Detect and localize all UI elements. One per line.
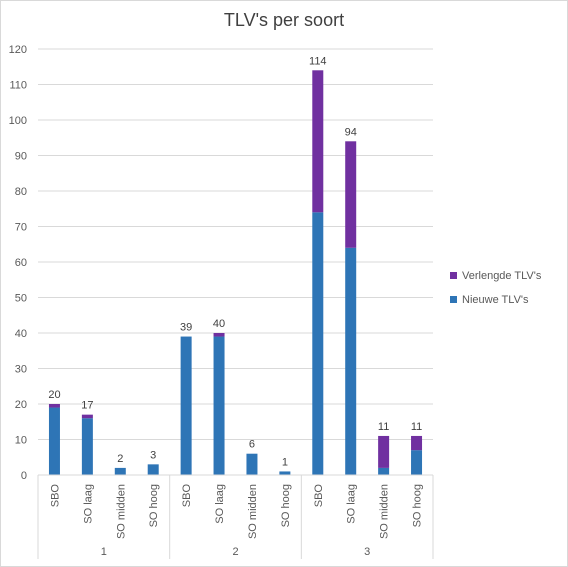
y-tick-label: 90 [15, 151, 27, 163]
data-label: 3 [150, 449, 156, 461]
bar-segment [81, 418, 93, 475]
x-category-label: SO laag [82, 484, 94, 524]
bar-segment [411, 435, 423, 451]
y-tick-label: 80 [15, 186, 27, 198]
x-category-label: SBO [181, 484, 193, 508]
x-category-label: SO laag [346, 484, 358, 524]
data-label: 40 [213, 318, 225, 330]
x-category-label: SO hoog [412, 484, 424, 527]
legend: Verlengde TLV's Nieuwe TLV's [450, 270, 542, 306]
x-group-label: 3 [364, 546, 370, 558]
x-axis: SBO SO laag SO midden SO hoog SBO SO laag SO m… [37, 474, 434, 559]
y-tick-label: 60 [15, 257, 27, 269]
y-tick-label: 50 [15, 293, 27, 305]
data-label: 1 [282, 456, 288, 468]
y-tick-label: 110 [9, 80, 27, 92]
data-label: 6 [249, 439, 255, 451]
y-tick-label: 70 [15, 222, 27, 234]
data-label: 20 [48, 389, 60, 401]
y-tick-label: 20 [15, 399, 27, 411]
y-tick-label: 10 [15, 435, 27, 447]
bar-segment [246, 453, 258, 475]
x-group-label: 1 [101, 546, 107, 558]
bar-segment [48, 404, 60, 408]
x-category-label: SO midden [379, 484, 391, 539]
legend-label: Nieuwe TLV's [462, 294, 529, 306]
bar-segment [345, 141, 357, 248]
bar-segment [213, 333, 225, 337]
bar-segment [279, 471, 291, 475]
bar-segment [213, 336, 225, 475]
bars [48, 70, 423, 476]
data-label: 17 [81, 400, 93, 412]
y-axis-ticks: 0 10 20 30 40 50 60 70 80 90 100 110 120 [9, 44, 27, 482]
x-category-label: SO midden [115, 484, 127, 539]
chart-title: TLV's per soort [223, 10, 345, 30]
bar-segment [180, 336, 192, 475]
data-labels: 20 17 2 3 39 40 6 1 114 94 11 11 [48, 55, 422, 468]
bar-segment [147, 464, 159, 475]
bar-segment [48, 407, 60, 475]
x-category-label: SBO [49, 484, 61, 508]
bar-segment [114, 467, 126, 475]
y-tick-label: 40 [15, 328, 27, 340]
y-tick-label: 100 [9, 115, 27, 127]
bar-segment [81, 414, 93, 419]
legend-swatch [450, 296, 457, 303]
legend-swatch [450, 272, 457, 279]
y-tick-label: 120 [9, 44, 27, 56]
data-label: 94 [345, 126, 357, 138]
gridlines [38, 48, 433, 476]
bar-segment [378, 435, 390, 468]
data-label: 2 [117, 453, 123, 465]
x-category-label: SO laag [214, 484, 226, 524]
x-group-label: 2 [232, 546, 238, 558]
y-tick-label: 30 [15, 364, 27, 376]
y-tick-label: 0 [21, 470, 27, 482]
bar-segment [378, 467, 390, 475]
data-label: 11 [411, 421, 422, 433]
x-category-label: SBO [313, 484, 325, 508]
bar-segment [411, 450, 423, 475]
x-category-label: SO midden [247, 484, 259, 539]
x-category-label: SO hoog [280, 484, 292, 527]
data-label: 11 [378, 421, 389, 433]
x-category-label: SO hoog [148, 484, 160, 527]
data-label: 114 [309, 55, 327, 67]
legend-label: Verlengde TLV's [462, 270, 542, 282]
bar-segment [345, 247, 357, 475]
bar-segment [312, 70, 324, 213]
bar-segment [312, 212, 324, 476]
data-label: 39 [180, 322, 192, 334]
